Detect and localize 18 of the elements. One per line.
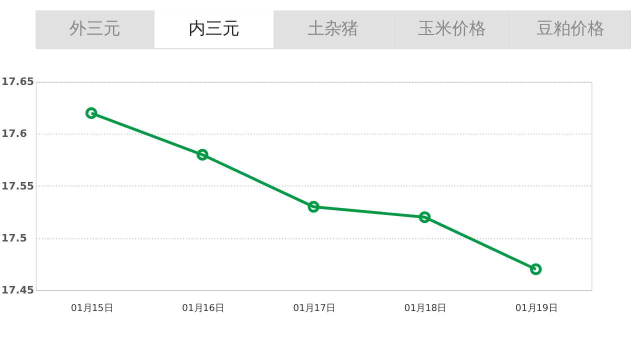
x-tick-label: 01月17日 (293, 303, 336, 314)
text: 土杂猪 (307, 18, 358, 38)
x-tick-label: 01月16日 (182, 303, 224, 314)
x-tick-label: 01月18日 (404, 303, 446, 314)
point (196, 148, 208, 161)
y-tick-label: 17.5 (1, 232, 27, 244)
x-tick-label: 01月15日 (70, 303, 113, 314)
y-tick-label: 17.65 (1, 76, 34, 88)
y-tick-label: 17.45 (1, 284, 34, 296)
y-tick-label: 17.6 (1, 128, 27, 140)
point (418, 211, 431, 224)
point (308, 200, 320, 213)
text: 豆粕价格 (536, 18, 605, 38)
text: 外三元 (70, 18, 121, 38)
y-tick-label: 17.55 (1, 180, 34, 192)
x-tick-label: 01月19日 (515, 303, 558, 314)
text: 内三元 (188, 18, 240, 38)
text: 玉米价格 (418, 18, 486, 38)
